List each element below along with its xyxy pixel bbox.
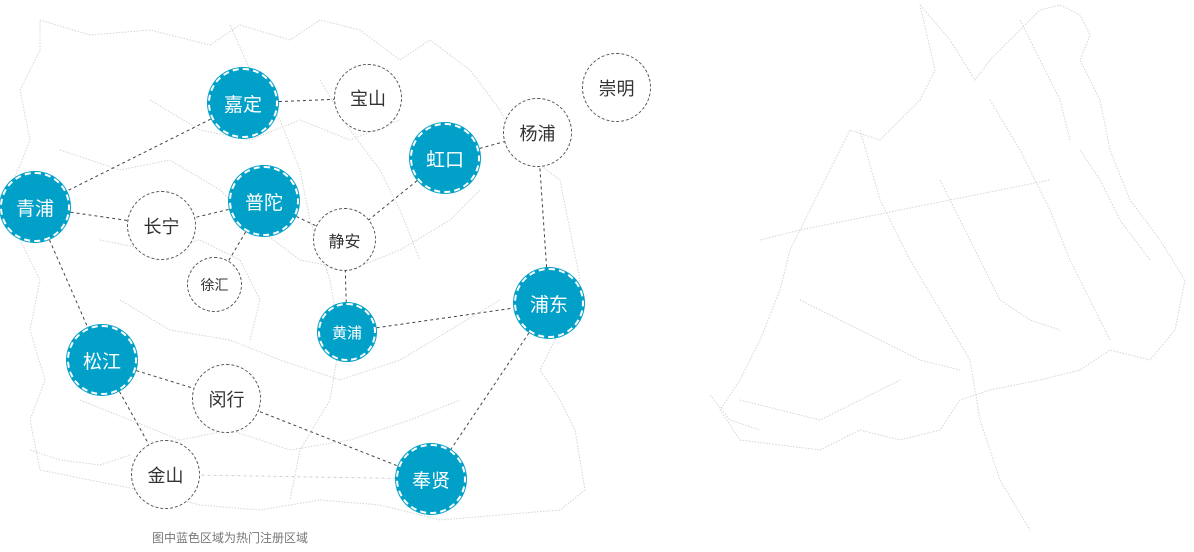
district-putuo[interactable]: 普陀: [229, 166, 299, 236]
district-huangpu[interactable]: 黄浦: [318, 303, 376, 361]
district-hongkou[interactable]: 虹口: [410, 123, 480, 193]
district-baoshan[interactable]: 宝山: [334, 64, 402, 132]
district-yangpu[interactable]: 杨浦: [503, 98, 572, 167]
district-minhang[interactable]: 闵行: [192, 364, 261, 433]
district-pudong[interactable]: 浦东: [514, 268, 584, 338]
map-caption: 图中蓝色区域为热门注册区域: [152, 531, 309, 545]
district-fengxian[interactable]: 奉贤: [396, 444, 466, 514]
district-qingpu[interactable]: 青浦: [0, 172, 70, 242]
district-jingan[interactable]: 静安: [313, 208, 376, 271]
district-changning[interactable]: 长宁: [127, 191, 196, 260]
link-jinshan-fengxian: [165, 474, 432, 480]
district-jiading[interactable]: 嘉定: [208, 68, 278, 138]
link-minhang-fengxian: [226, 398, 432, 480]
district-chongming[interactable]: 崇明: [582, 53, 651, 122]
district-jinshan[interactable]: 金山: [131, 440, 200, 509]
link-yangpu-pudong: [537, 132, 550, 304]
district-songjiang[interactable]: 松江: [67, 325, 137, 395]
link-jiading-qingpu: [34, 102, 244, 208]
district-xuhui[interactable]: 徐汇: [187, 257, 242, 312]
